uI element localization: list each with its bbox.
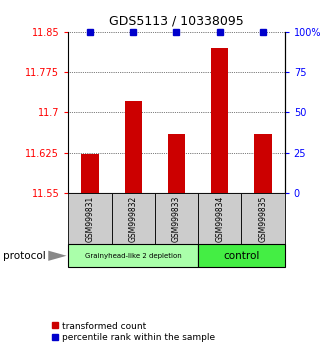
Bar [81, 154, 99, 193]
Text: GSM999834: GSM999834 [215, 195, 224, 242]
Text: GSM999831: GSM999831 [85, 195, 95, 242]
Text: GSM999832: GSM999832 [129, 195, 138, 242]
Title: GDS5113 / 10338095: GDS5113 / 10338095 [109, 15, 244, 28]
Bar [125, 101, 142, 193]
Bar [168, 134, 185, 193]
Polygon shape [48, 251, 67, 261]
Bar [211, 48, 228, 193]
Text: protocol: protocol [3, 251, 46, 261]
Text: GSM999833: GSM999833 [172, 195, 181, 242]
Text: GSM999835: GSM999835 [258, 195, 268, 242]
Text: control: control [223, 251, 260, 261]
Text: Grainyhead-like 2 depletion: Grainyhead-like 2 depletion [85, 253, 181, 259]
Legend: transformed count, percentile rank within the sample: transformed count, percentile rank withi… [48, 318, 219, 346]
Bar [254, 134, 272, 193]
